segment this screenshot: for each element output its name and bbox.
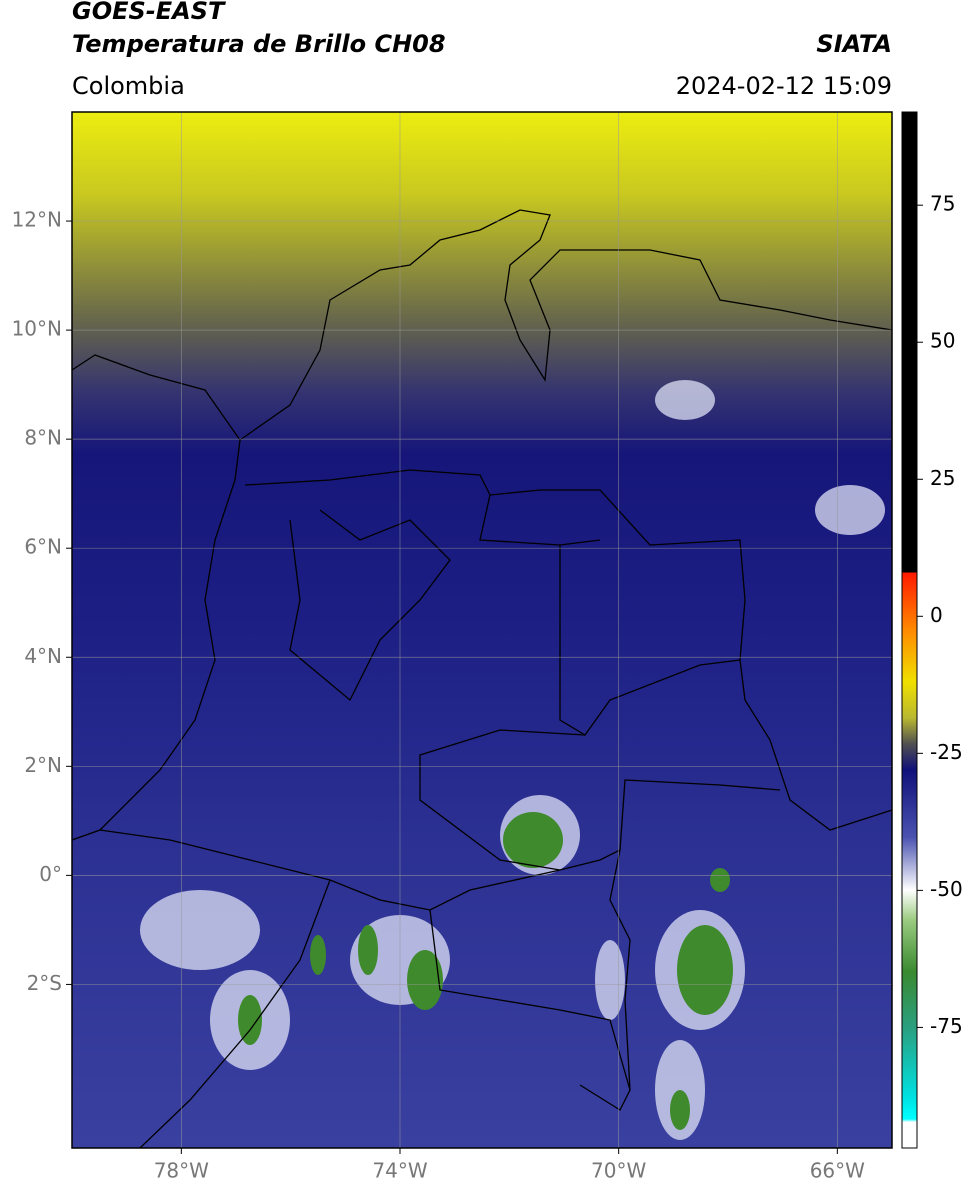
border — [99, 829, 561, 911]
y-tick-label: 2°N — [24, 753, 62, 777]
datetime: 2024-02-12 15:09 — [676, 72, 892, 100]
x-tick-label: 66°W — [810, 1159, 865, 1183]
border — [139, 879, 331, 1148]
storm — [310, 935, 326, 975]
cloud — [140, 890, 260, 970]
grid — [72, 112, 892, 1148]
region: Colombia — [72, 72, 185, 100]
y-tick-label: 0° — [39, 862, 62, 886]
colorbar — [901, 111, 918, 1149]
colorbar-label: -25 — [930, 740, 963, 764]
colorbar-label: -50 — [930, 877, 963, 901]
border — [429, 909, 631, 1111]
map-frame — [71, 111, 893, 1149]
storm — [503, 812, 563, 868]
coastline — [72, 354, 241, 841]
storm — [358, 925, 378, 975]
y-tick-label: 12°N — [12, 208, 62, 232]
coastline — [239, 209, 892, 441]
cloud — [655, 380, 715, 420]
cloud — [595, 940, 625, 1020]
storm — [238, 995, 262, 1045]
subtitle: Temperatura de Brillo CH08 — [72, 30, 446, 58]
border — [489, 489, 892, 831]
x-tick-label: 78°W — [154, 1159, 209, 1183]
border — [559, 545, 741, 736]
colorbar-label: 50 — [930, 329, 955, 353]
y-tick-label: 8°N — [24, 426, 62, 450]
colorbar-label: -75 — [930, 1014, 963, 1038]
storm — [677, 925, 733, 1015]
y-tick-label: 2°S — [27, 971, 62, 995]
storm — [710, 868, 730, 892]
y-tick-label: 4°N — [24, 644, 62, 668]
storm — [407, 950, 443, 1010]
storm — [670, 1090, 690, 1130]
map-image — [72, 112, 892, 1148]
border — [609, 849, 631, 1091]
cloud — [815, 485, 885, 535]
storms — [238, 812, 733, 1130]
colorbar-label: 0 — [930, 603, 943, 627]
title: GOES-EAST — [72, 0, 226, 25]
x-tick-label: 70°W — [591, 1159, 646, 1183]
y-tick-label: 10°N — [12, 317, 62, 341]
border — [244, 469, 601, 546]
source: SIATA — [816, 30, 892, 58]
map-background — [72, 112, 892, 1148]
y-tick-label: 6°N — [24, 535, 62, 559]
colorbar-label: 25 — [930, 466, 955, 490]
colorbar-label: 75 — [930, 192, 955, 216]
x-tick-label: 74°W — [372, 1159, 427, 1183]
